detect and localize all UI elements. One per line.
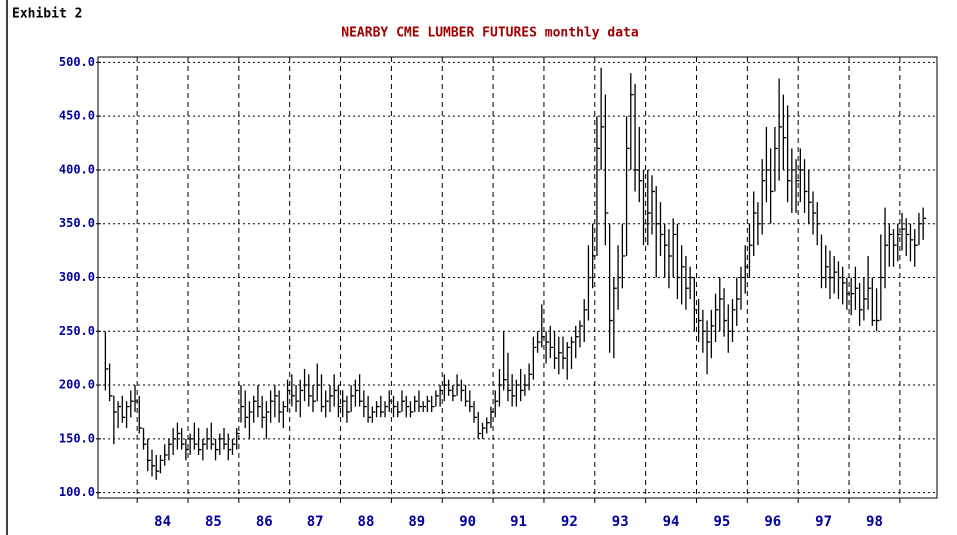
x-tick-label: 97 <box>815 514 832 530</box>
chart-title: NEARBY CME LUMBER FUTURES monthly data <box>341 26 639 41</box>
x-tick-label: 96 <box>764 514 781 530</box>
x-tick-label: 84 <box>154 514 171 530</box>
y-tick-label: 150.0 <box>59 431 95 445</box>
y-tick-label: 300.0 <box>59 270 95 284</box>
exhibit-label: Exhibit 2 <box>12 7 82 22</box>
labels: 100.0 150.0 200.0 250.0 300.0 350.0 400.0 450.0… <box>59 55 883 530</box>
x-tick-label: 90 <box>459 514 476 530</box>
x-tick-label: 87 <box>307 514 324 530</box>
y-tick-label: 200.0 <box>59 378 95 392</box>
x-tick-label: 86 <box>256 514 273 530</box>
x-tick-label: 98 <box>866 514 883 530</box>
y-tick-label: 250.0 <box>59 324 95 338</box>
y-tick-label: 450.0 <box>59 109 95 123</box>
x-tick-label: 93 <box>612 514 629 530</box>
x-tick-label: 91 <box>510 514 527 530</box>
y-tick-label: 500.0 <box>59 55 95 69</box>
grid <box>96 57 937 506</box>
marks <box>104 67 927 480</box>
y-tick-label: 400.0 <box>59 162 95 176</box>
x-tick-label: 94 <box>663 514 680 530</box>
x-tick-label: 95 <box>713 514 730 530</box>
x-tick-label: 89 <box>408 514 425 530</box>
y-tick-label: 350.0 <box>59 216 95 230</box>
y-tick-label: 100.0 <box>59 485 95 499</box>
x-tick-label: 88 <box>358 514 375 530</box>
x-tick-label: 92 <box>561 514 578 530</box>
x-tick-label: 85 <box>205 514 222 530</box>
